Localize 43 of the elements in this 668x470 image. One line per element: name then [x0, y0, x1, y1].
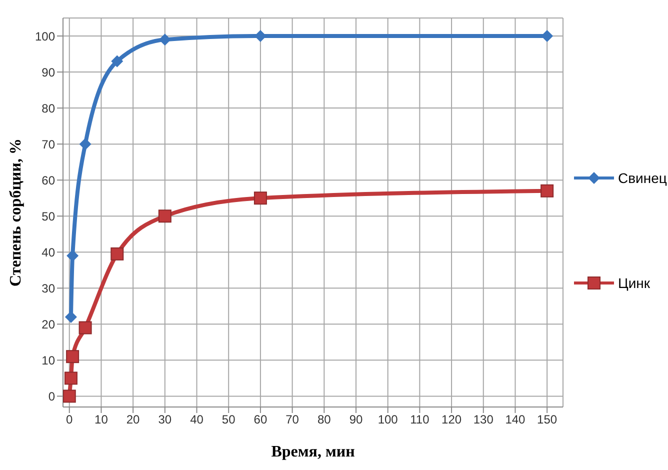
- x-tick-label: 140: [505, 412, 526, 427]
- y-tick-label: 0: [48, 389, 56, 404]
- point: [78, 321, 92, 334]
- y-tick-label: 60: [42, 173, 56, 188]
- x-tick-label: 60: [254, 412, 268, 427]
- point: [158, 34, 171, 46]
- x-tick-label: 20: [126, 412, 140, 427]
- legend-label: Свинец: [618, 170, 667, 186]
- x-tick-label: 110: [410, 412, 430, 427]
- x-tick-label: 30: [158, 412, 172, 427]
- point: [64, 372, 78, 385]
- point: [111, 55, 124, 68]
- point: [63, 390, 76, 403]
- point: [79, 138, 92, 150]
- x-tick-label: 80: [317, 412, 332, 427]
- y-tick-label: 90: [42, 65, 56, 80]
- y-tick-label: 40: [42, 245, 56, 260]
- y-tick-label: 70: [42, 137, 56, 152]
- x-tick-label: 130: [473, 412, 494, 427]
- x-tick-label: 100: [378, 412, 398, 427]
- legend-label: Цинк: [618, 275, 650, 291]
- x-tick-label: 150: [537, 412, 558, 427]
- y-tick-label: 80: [42, 101, 56, 116]
- y-tick-label: 30: [42, 281, 56, 296]
- x-tick-label: 10: [94, 412, 108, 427]
- x-tick-label: 120: [442, 412, 462, 427]
- y-tick-label: 50: [42, 209, 56, 224]
- point: [66, 350, 80, 364]
- y-tick-label: 20: [42, 317, 56, 332]
- point: [110, 247, 124, 260]
- point: [158, 210, 172, 223]
- x-tick-label: 0: [66, 412, 74, 427]
- y-tick-label: 10: [42, 353, 56, 368]
- y-axis-title: Степень сорбции, %: [8, 138, 25, 286]
- x-tick-label: 90: [349, 412, 363, 427]
- x-tick-label: 50: [222, 412, 236, 427]
- point: [540, 184, 554, 198]
- x-axis-title: Время, мин: [271, 443, 355, 460]
- x-tick-label: 40: [190, 412, 204, 427]
- point: [66, 250, 79, 262]
- y-tick-label: 100: [34, 29, 56, 44]
- x-tick-label: 70: [286, 412, 300, 427]
- point: [254, 192, 267, 205]
